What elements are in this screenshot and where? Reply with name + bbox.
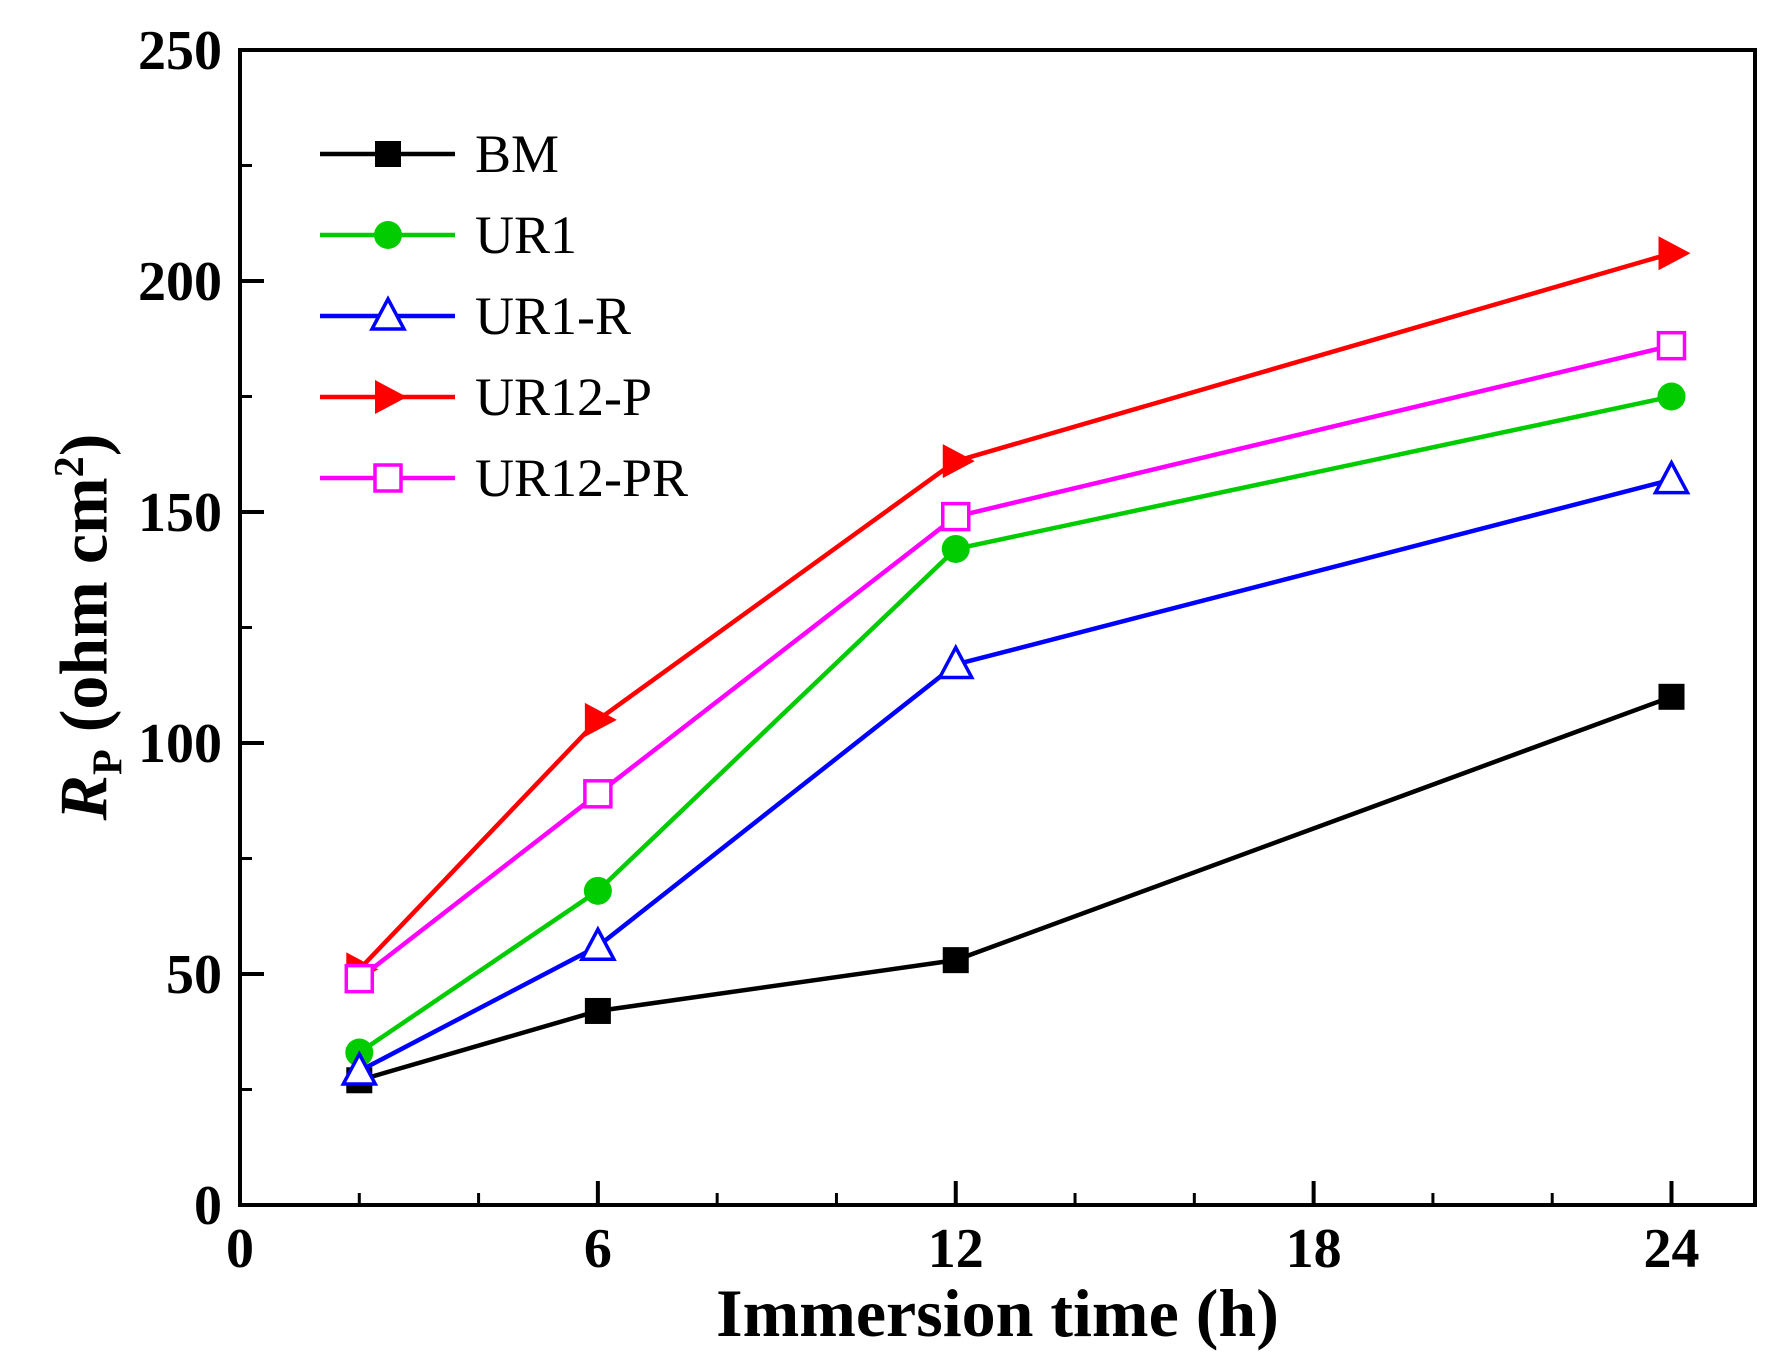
marker-circle-filled — [583, 876, 612, 905]
marker-square-open — [940, 501, 971, 532]
marker-square-filled — [584, 997, 611, 1024]
series-markers-UR1-R — [340, 458, 1691, 1086]
y-axis-title-units: (ohm cm — [45, 477, 122, 750]
marker-square-filled — [375, 141, 401, 167]
series-markers-BM — [346, 683, 1685, 1094]
y-axis-title-close: ) — [45, 433, 122, 457]
y-tick-label: 200 — [138, 251, 222, 313]
marker-circle-filled — [1657, 382, 1686, 411]
y-axis-title: RP (ohm cm2) — [25, 27, 132, 1227]
x-tick-label: 0 — [226, 1218, 254, 1280]
marker-circle-filled — [941, 534, 970, 563]
marker-triangle-up-open — [369, 295, 407, 331]
marker-square-open — [344, 963, 375, 994]
x-tick-label: 12 — [928, 1218, 984, 1280]
y-tick-label: 100 — [138, 713, 222, 775]
marker-triangle-up-open — [340, 1050, 379, 1086]
marker-triangle-right-filled — [942, 444, 975, 479]
series-line-UR1-R — [358, 477, 1673, 1074]
legend-label: UR12-P — [475, 367, 652, 427]
legend-label: UR1-R — [475, 286, 631, 346]
marker-square-filled — [942, 947, 969, 974]
marker-triangle-up-open — [578, 925, 617, 962]
series-line-UR12-P — [357, 251, 1673, 971]
y-axis-title-superscript: 2 — [46, 456, 93, 478]
legend-item-UR1: UR1 — [320, 205, 577, 265]
marker-circle-filled — [374, 221, 402, 249]
x-axis-title: Immersion time (h) — [716, 1275, 1279, 1351]
legend-item-UR12-PR: UR12-PR — [320, 448, 688, 508]
legend: BM UR1 UR1-R UR12-P UR12-PR — [320, 124, 688, 508]
marker-triangle-up-open — [1652, 458, 1691, 495]
legend-label: UR1 — [475, 205, 577, 265]
series-markers-UR1 — [345, 382, 1686, 1067]
series-line-UR1 — [358, 394, 1672, 1055]
legend-item-UR12-P: UR12-P — [320, 367, 652, 427]
y-tick-label: 0 — [194, 1175, 222, 1237]
x-tick-label: 18 — [1286, 1218, 1342, 1280]
legend-label: BM — [475, 124, 559, 184]
marker-triangle-right-filled — [1658, 236, 1691, 271]
marker-square-filled — [1658, 683, 1685, 710]
legend-item-BM: BM — [320, 124, 559, 184]
marker-square-open — [373, 463, 403, 493]
y-axis-title-symbol: R — [45, 775, 122, 821]
marker-triangle-right-filled — [584, 702, 617, 737]
y-tick-label: 250 — [138, 20, 222, 82]
legend-item-UR1-R: UR1-R — [320, 286, 631, 346]
y-tick-label: 150 — [138, 482, 222, 544]
marker-square-open — [583, 779, 613, 809]
series-markers-UR12-PR — [344, 330, 1687, 994]
x-tick-label: 24 — [1643, 1218, 1699, 1280]
y-axis-title-subscript: P — [84, 749, 132, 776]
marker-triangle-up-open — [936, 643, 975, 680]
legend-label: UR12-PR — [475, 448, 688, 508]
marker-triangle-right-filled — [375, 380, 407, 414]
plot-frame — [238, 48, 1757, 1207]
series-line-UR12-PR — [357, 343, 1673, 981]
marker-square-open — [1656, 330, 1687, 361]
series-markers-UR12-P — [346, 236, 1691, 987]
x-tick-label: 6 — [584, 1218, 612, 1280]
series-line-BM — [358, 694, 1673, 1083]
y-tick-label: 50 — [166, 944, 222, 1006]
